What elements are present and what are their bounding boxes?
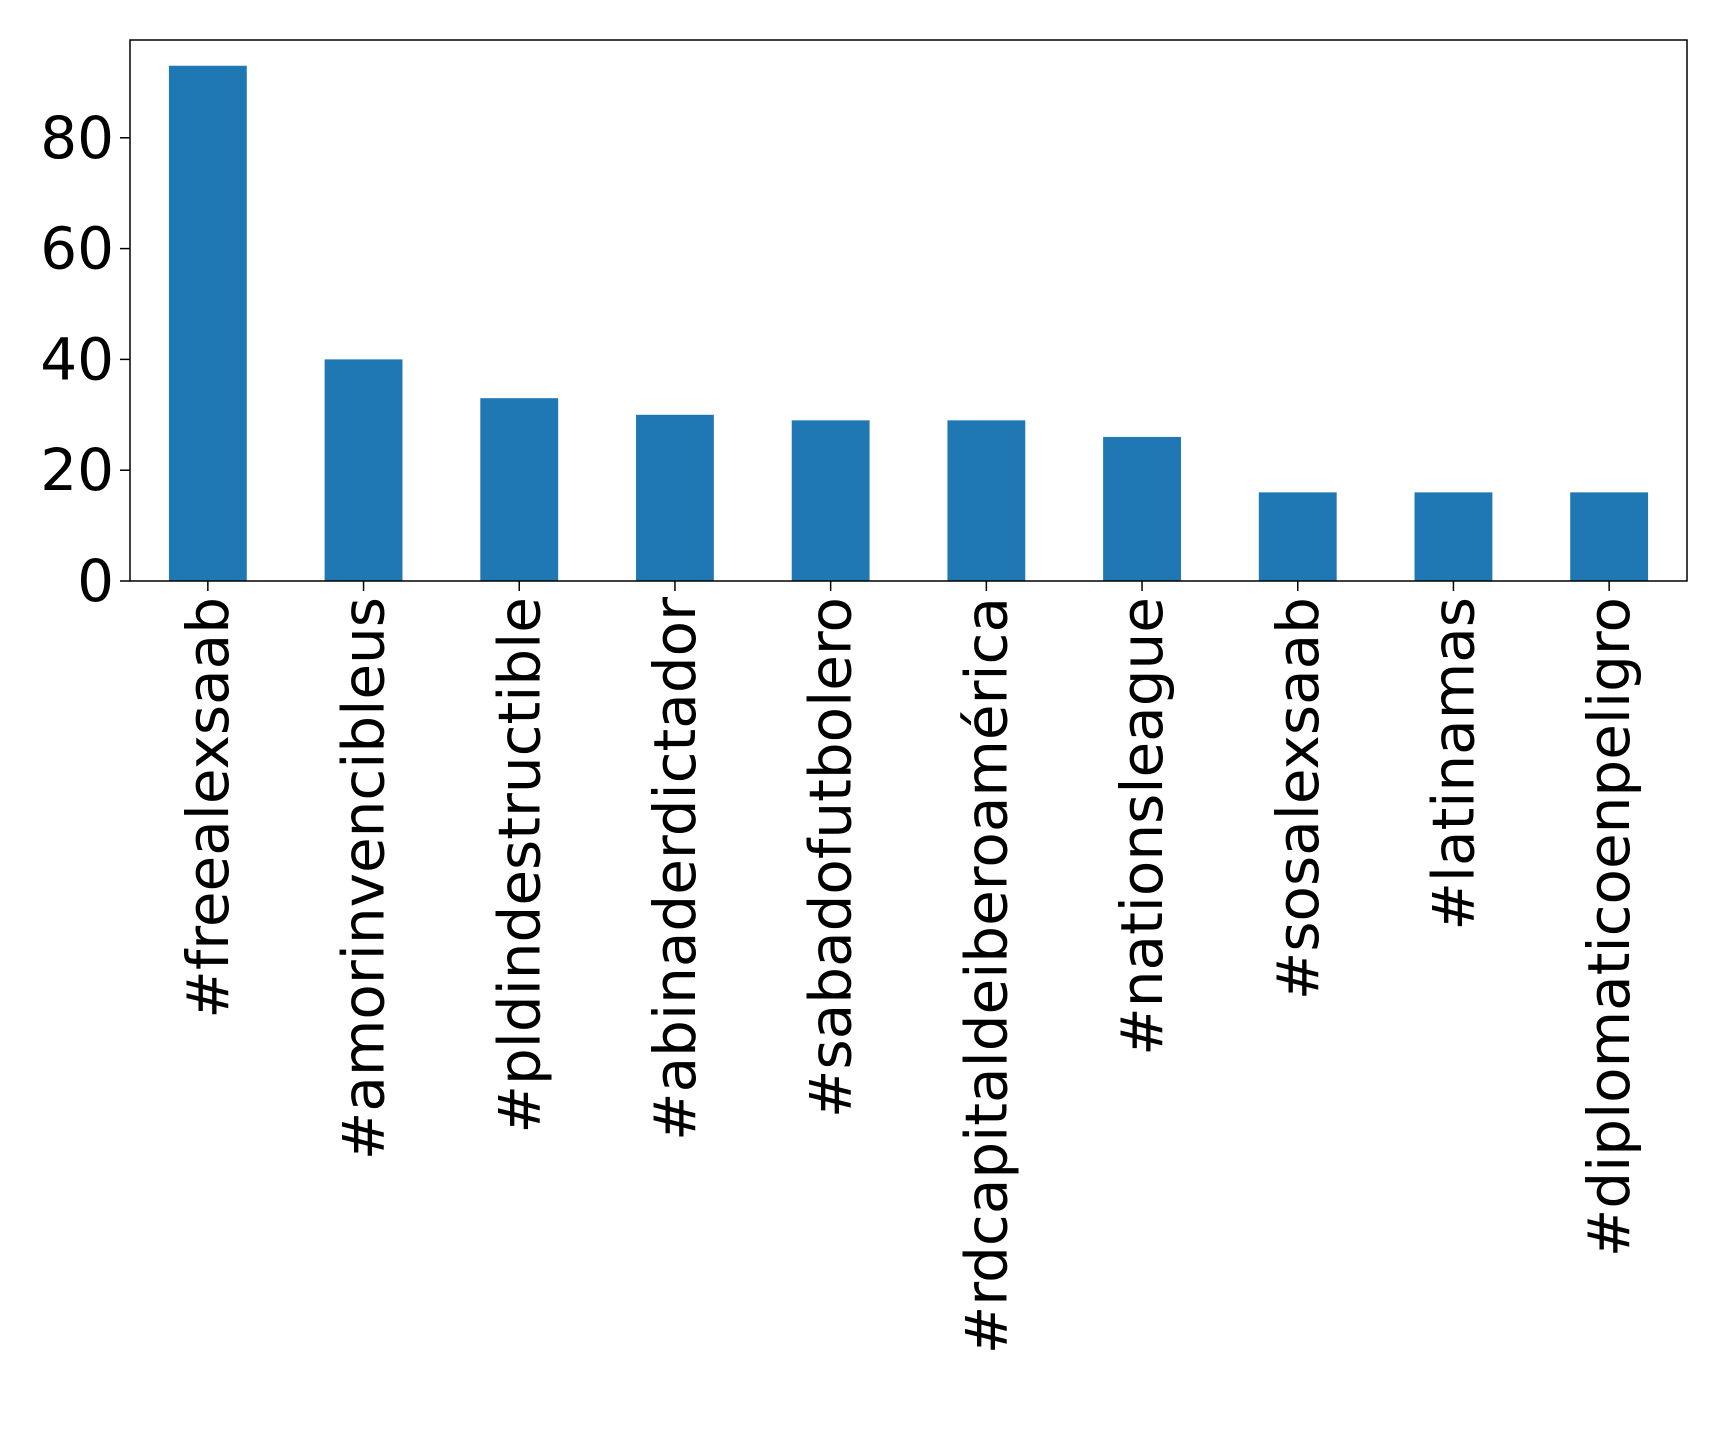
bar [1103,436,1181,581]
bar [636,414,714,581]
bar [1414,492,1493,581]
bar [1258,492,1337,581]
y-tick-label: 80 [40,104,114,172]
bar [1570,492,1649,581]
bar [480,398,559,581]
x-tick-label: #abinaderdictador [641,597,709,1141]
x-tick-label: #latinamas [1419,597,1487,931]
x-tick-label: #diplomaticoenpeligro [1575,597,1643,1257]
x-tick-label: #pldindestructible [485,597,553,1134]
x-tick-label: #sabadofutbolero [797,597,865,1118]
bar [324,359,403,581]
x-tick-label: #amorinvencibleus [330,597,398,1160]
y-tick-label: 0 [77,547,114,615]
plot-frame [129,39,1688,582]
x-tick-label: #sosalexsaab [1264,597,1332,1000]
x-tick-label: #freealexsaab [174,597,242,1019]
y-tick-label: 20 [40,436,114,504]
y-tick-label: 40 [40,325,114,393]
bar [168,65,247,581]
bar [791,420,870,581]
bar [947,420,1026,581]
x-tick-label: #rdcapitaldeiberoamérica [952,597,1020,1354]
y-tick-label: 60 [40,215,114,283]
x-tick-label: #nationsleague [1108,597,1176,1056]
